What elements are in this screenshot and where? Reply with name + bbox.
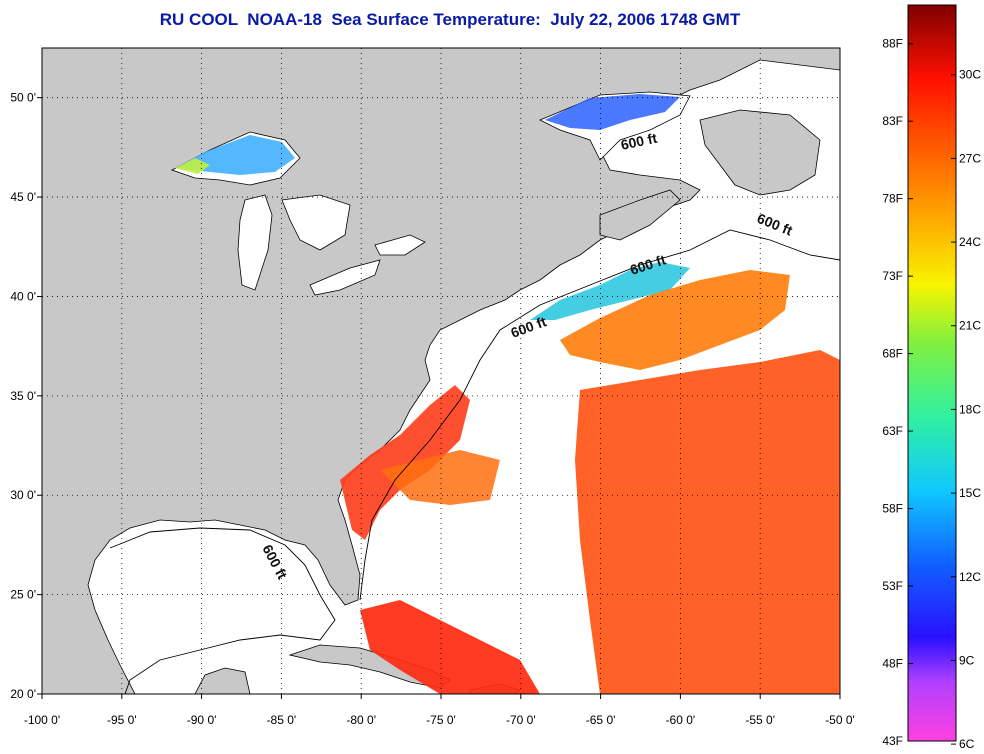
sst-gulf-st-lawrence — [545, 94, 680, 130]
colorbar-label-c: 27C — [959, 151, 981, 165]
lon-tick-label: -50 0' — [825, 713, 855, 727]
lon-tick-label: -75 0' — [426, 713, 456, 727]
contour-line-atlantic — [359, 229, 840, 601]
lon-tick-label: -55 0' — [745, 713, 775, 727]
colorbar-label-c: 18C — [959, 402, 981, 416]
lon-tick-label: -90 0' — [187, 713, 217, 727]
lat-tick-label: 40 0' — [10, 289, 36, 303]
colorbar-label-c: 9C — [959, 653, 975, 667]
colorbar-label-f: 58F — [882, 502, 903, 516]
colorbar-label-f: 48F — [882, 657, 903, 671]
land-nova-scotia — [599, 189, 681, 241]
lake-michigan — [237, 194, 273, 291]
lat-tick-label: 20 0' — [10, 687, 36, 701]
land-newfoundland — [699, 109, 821, 196]
colorbar-label-f: 88F — [882, 37, 903, 51]
colorbar — [907, 4, 957, 742]
sst-gulf-stream-north — [560, 270, 790, 370]
lon-tick-label: -100 0' — [24, 713, 60, 727]
lon-tick-label: -80 0' — [346, 713, 376, 727]
colorbar-label-f: 83F — [882, 114, 903, 128]
contour-label-scotian: 600 ft — [619, 130, 658, 153]
colorbar-label-f: 78F — [882, 192, 903, 206]
lake-huron — [281, 194, 351, 251]
colorbar-label-c: 24C — [959, 235, 981, 249]
sst-georges-bank — [530, 262, 690, 320]
graticule — [41, 48, 841, 695]
lon-tick-label: -95 0' — [107, 713, 137, 727]
colorbar-label-c: 30C — [959, 68, 981, 82]
colorbar-label-f: 43F — [882, 734, 903, 748]
colorbar-label-c: 6C — [959, 737, 975, 751]
colorbar-label-f: 63F — [882, 424, 903, 438]
colorbar-label-f: 73F — [882, 269, 903, 283]
sst-florida-straits — [360, 600, 540, 694]
land-yucatan — [194, 667, 251, 694]
lat-tick-label: 35 0' — [10, 389, 36, 403]
colorbar-label-c: 21C — [959, 319, 981, 333]
lake-erie — [309, 259, 381, 296]
sst-sargasso — [575, 350, 840, 694]
lake-ontario — [374, 234, 426, 256]
lat-tick-label: 50 0' — [10, 91, 36, 105]
sst-lake-superior-warm — [175, 158, 210, 174]
lat-tick-label: 25 0' — [10, 588, 36, 602]
colorbar-label-f: 68F — [882, 347, 903, 361]
axis-ticks: -100 0' -95 0' -90 0' -85 0' -80 0' -75 0' -70… — [10, 91, 854, 727]
lon-tick-label: -70 0' — [506, 713, 536, 727]
lat-tick-label: 45 0' — [10, 190, 36, 204]
lon-tick-label: -85 0' — [267, 713, 297, 727]
contour-line-gulf — [109, 527, 336, 694]
lon-tick-label: -65 0' — [586, 713, 616, 727]
sst-offshore-mid — [380, 450, 500, 505]
sst-carolina-coast — [340, 385, 470, 540]
lat-tick-label: 30 0' — [10, 488, 36, 502]
map-title: RU COOL NOAA-18 Sea Surface Temperature:… — [159, 10, 741, 29]
colorbar-label-c: 15C — [959, 486, 981, 500]
lon-tick-label: -60 0' — [666, 713, 696, 727]
colorbar-label-f: 53F — [882, 579, 903, 593]
colorbar-label-c: 12C — [959, 570, 981, 584]
colorbar-labels: 88F 83F 78F 73F 68F 63F 58F 53F 48F 43F 30C 27C 24C 2… — [882, 37, 981, 751]
